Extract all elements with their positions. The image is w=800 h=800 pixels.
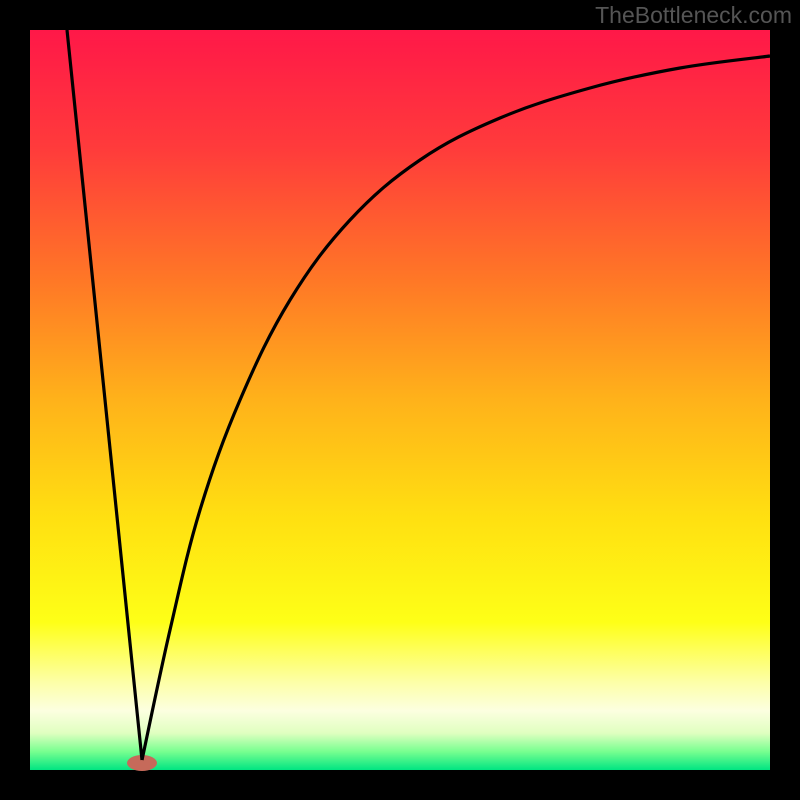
- chart-svg: [0, 0, 800, 800]
- watermark-text: TheBottleneck.com: [595, 2, 792, 29]
- plot-background: [30, 30, 770, 770]
